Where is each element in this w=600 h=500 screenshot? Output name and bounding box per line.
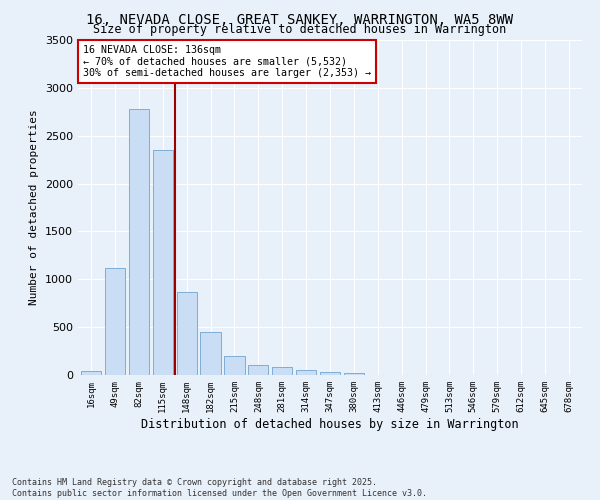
Text: Size of property relative to detached houses in Warrington: Size of property relative to detached ho… (94, 22, 506, 36)
Text: Contains HM Land Registry data © Crown copyright and database right 2025.
Contai: Contains HM Land Registry data © Crown c… (12, 478, 427, 498)
Bar (344, 373, 364, 375)
X-axis label: Distribution of detached houses by size in Warrington: Distribution of detached houses by size … (141, 418, 519, 430)
Bar (129, 109, 149, 375)
Bar (176, 292, 197, 375)
Bar (224, 356, 245, 375)
Bar (105, 268, 125, 375)
Bar (296, 370, 316, 375)
Bar (81, 371, 101, 375)
Bar (272, 367, 292, 375)
Text: 16 NEVADA CLOSE: 136sqm
← 70% of detached houses are smaller (5,532)
30% of semi: 16 NEVADA CLOSE: 136sqm ← 70% of detache… (83, 45, 371, 78)
Bar (200, 332, 221, 375)
Bar (248, 365, 268, 375)
Text: 16, NEVADA CLOSE, GREAT SANKEY, WARRINGTON, WA5 8WW: 16, NEVADA CLOSE, GREAT SANKEY, WARRINGT… (86, 12, 514, 26)
Bar (152, 150, 173, 375)
Y-axis label: Number of detached properties: Number of detached properties (29, 110, 40, 306)
Bar (320, 372, 340, 375)
